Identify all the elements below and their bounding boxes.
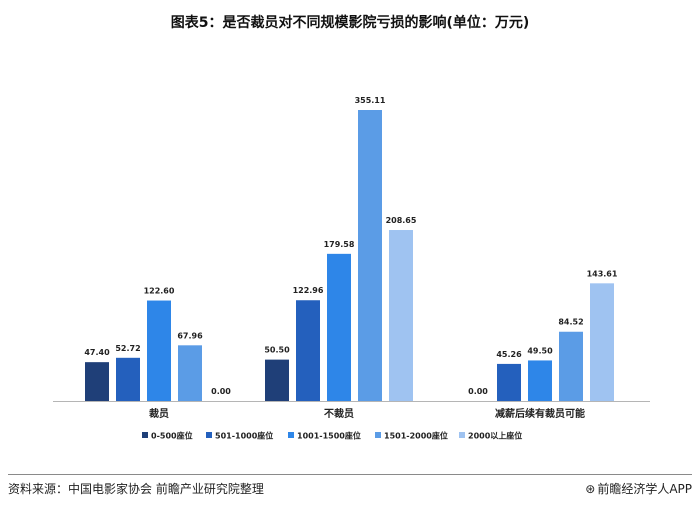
legend-label: 501-1000座位 — [215, 431, 273, 441]
bar-chart: 47.40 52.72 122.60 67.96 0.00 裁员 50.50 122.96 17… — [53, 96, 650, 441]
value-label: 52.72 — [115, 344, 140, 353]
brand-name: 前瞻经济学人APP — [597, 482, 692, 496]
legend-swatch — [375, 432, 381, 438]
value-label: 47.40 — [84, 348, 110, 357]
bar — [358, 110, 382, 401]
value-label: 84.52 — [558, 318, 583, 327]
value-label: 67.96 — [177, 331, 203, 340]
bar — [497, 363, 521, 401]
bar — [116, 357, 140, 401]
legend-swatch — [459, 432, 465, 438]
bar — [265, 359, 289, 401]
legend-label: 1001-1500座位 — [297, 431, 361, 441]
legend-swatch — [142, 432, 148, 438]
value-label: 50.50 — [264, 346, 290, 355]
value-label: 208.65 — [386, 216, 417, 225]
legend-label: 1501-2000座位 — [384, 431, 448, 441]
bar — [389, 230, 413, 401]
bar — [85, 362, 109, 401]
value-label: 45.26 — [496, 350, 522, 359]
legend-label: 2000以上座位 — [468, 431, 522, 441]
source-note: 资料来源：中国电影家协会 前瞻产业研究院整理 — [8, 482, 264, 496]
bar — [590, 283, 614, 401]
legend-item: 0-500座位 — [142, 431, 193, 441]
bar — [147, 300, 171, 401]
value-label: 355.11 — [355, 96, 386, 105]
bar — [327, 253, 351, 401]
bar — [559, 331, 583, 401]
category-label: 裁员 — [149, 407, 169, 420]
footer-divider — [8, 474, 692, 475]
value-label: 143.61 — [587, 269, 618, 278]
category-label: 减薪后续有裁员可能 — [495, 407, 585, 420]
value-label: 49.50 — [527, 346, 553, 355]
category-label: 不裁员 — [324, 407, 354, 420]
legend-item: 1001-1500座位 — [288, 431, 361, 441]
legend-swatch — [206, 432, 212, 438]
brand-logo-icon: ⊛ — [585, 481, 596, 496]
value-label: 122.96 — [293, 286, 324, 295]
legend-item: 2000以上座位 — [459, 431, 522, 441]
chart-title: 图表5：是否裁员对不同规模影院亏损的影响(单位：万元) — [170, 15, 530, 31]
value-label: 0.00 — [468, 387, 488, 396]
value-label: 0.00 — [211, 387, 231, 396]
bar — [178, 345, 202, 401]
legend-label: 0-500座位 — [151, 431, 193, 441]
legend-item: 501-1000座位 — [206, 431, 273, 441]
value-label: 122.60 — [144, 287, 175, 296]
bar — [528, 360, 552, 401]
value-label: 179.58 — [324, 240, 355, 249]
brand-credit: ⊛ 前瞻经济学人APP — [585, 480, 692, 497]
bar — [296, 300, 320, 401]
legend-item: 1501-2000座位 — [375, 431, 448, 441]
legend-swatch — [288, 432, 294, 438]
